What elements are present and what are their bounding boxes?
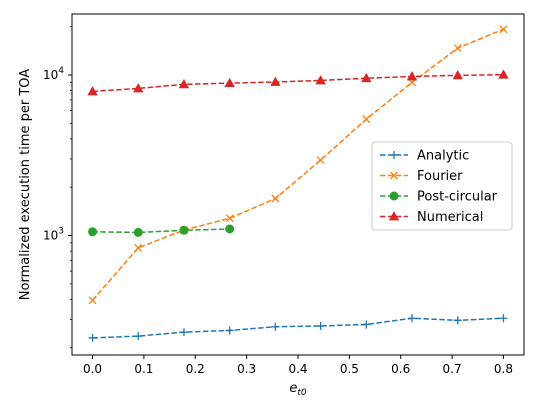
x-tick-label: 0.3 [237, 362, 256, 376]
x-tick-label: 0.7 [443, 362, 462, 376]
data-point-post-circular [88, 227, 98, 237]
x-tick-label: 0.5 [340, 362, 359, 376]
data-point-numerical [133, 83, 144, 93]
legend-item-numerical: Numerical [380, 210, 483, 225]
y-tick-base: 10 [43, 68, 58, 82]
legend-marker-fourier [390, 171, 398, 180]
x-tick-label: 0.1 [134, 362, 153, 376]
data-point-post-circular [133, 227, 143, 237]
data-point-post-circular [225, 224, 235, 234]
legend-label-analytic: Analytic [417, 149, 469, 164]
data-point-analytic [88, 333, 97, 342]
series-line-fourier [91, 28, 504, 301]
legend-marker-numerical [388, 211, 400, 221]
data-point-fourier [134, 243, 143, 252]
series-line-analytic [92, 317, 504, 339]
x-axis-label: et0 [289, 381, 307, 398]
series-post-circular [88, 224, 235, 237]
legend-box [371, 141, 513, 231]
legend-label-fourier: Fourier [417, 169, 463, 184]
data-point-analytic [453, 316, 462, 325]
data-point-fourier [88, 296, 97, 305]
data-point-fourier [362, 115, 371, 124]
data-point-fourier [225, 214, 234, 223]
data-point-analytic [134, 332, 143, 341]
x-axis-label-main: e [289, 381, 297, 396]
series-layer [87, 25, 509, 342]
y-tick-label: 104 [43, 66, 64, 82]
data-point-analytic [316, 321, 325, 330]
legend: Analytic Fourier Post-circular Numerical [371, 141, 513, 231]
data-point-numerical [452, 70, 463, 80]
data-point-fourier [271, 194, 280, 203]
series-line-post-circular [92, 228, 230, 234]
data-point-fourier [453, 44, 462, 53]
data-point-numerical [361, 72, 372, 83]
data-point-numerical [498, 69, 509, 79]
y-tick-base: 10 [43, 228, 58, 242]
data-point-numerical [315, 75, 326, 85]
series-analytic [88, 314, 508, 342]
data-point-analytic [362, 320, 371, 329]
y-tick-exponent: 3 [58, 226, 64, 236]
legend-label-post-circular: Post-circular [417, 190, 498, 205]
legend-item-analytic: Analytic [380, 149, 469, 164]
legend-marker-post-circular [389, 191, 399, 201]
x-ticks: 0.0 0.1 0.2 0.3 0.4 0.5 0.6 0.7 0.8 [83, 355, 513, 376]
series-line-numerical [92, 73, 504, 93]
data-point-numerical [406, 71, 418, 81]
legend-label-numerical: Numerical [417, 210, 483, 225]
y-tick-label: 103 [43, 226, 64, 242]
y-axis-label: Normalized execution time per TOA [18, 69, 33, 301]
legend-item-fourier: Fourier [380, 169, 463, 184]
data-point-numerical [270, 76, 281, 86]
data-point-analytic [499, 314, 508, 323]
x-axis-label-subscript: t0 [297, 388, 307, 398]
plot-frame [71, 13, 525, 356]
x-tick-label: 0.6 [391, 362, 410, 376]
data-point-post-circular [179, 225, 189, 235]
x-tick-label: 0.2 [186, 362, 205, 376]
data-point-numerical [224, 77, 235, 88]
x-tick-label: 0.8 [494, 362, 513, 376]
data-point-numerical [87, 86, 98, 96]
data-point-analytic [271, 322, 280, 331]
y-tick-exponent: 4 [58, 66, 64, 76]
x-tick-label: 0.0 [83, 362, 102, 376]
data-point-analytic [179, 328, 188, 337]
legend-marker-analytic [390, 151, 398, 159]
data-point-fourier [316, 156, 325, 165]
series-numerical [87, 69, 509, 96]
data-point-numerical [178, 79, 190, 89]
data-point-analytic [408, 314, 417, 323]
x-tick-label: 0.4 [288, 362, 307, 376]
legend-item-post-circular: Post-circular [380, 190, 498, 205]
data-point-fourier [499, 25, 508, 34]
data-point-analytic [225, 326, 234, 335]
